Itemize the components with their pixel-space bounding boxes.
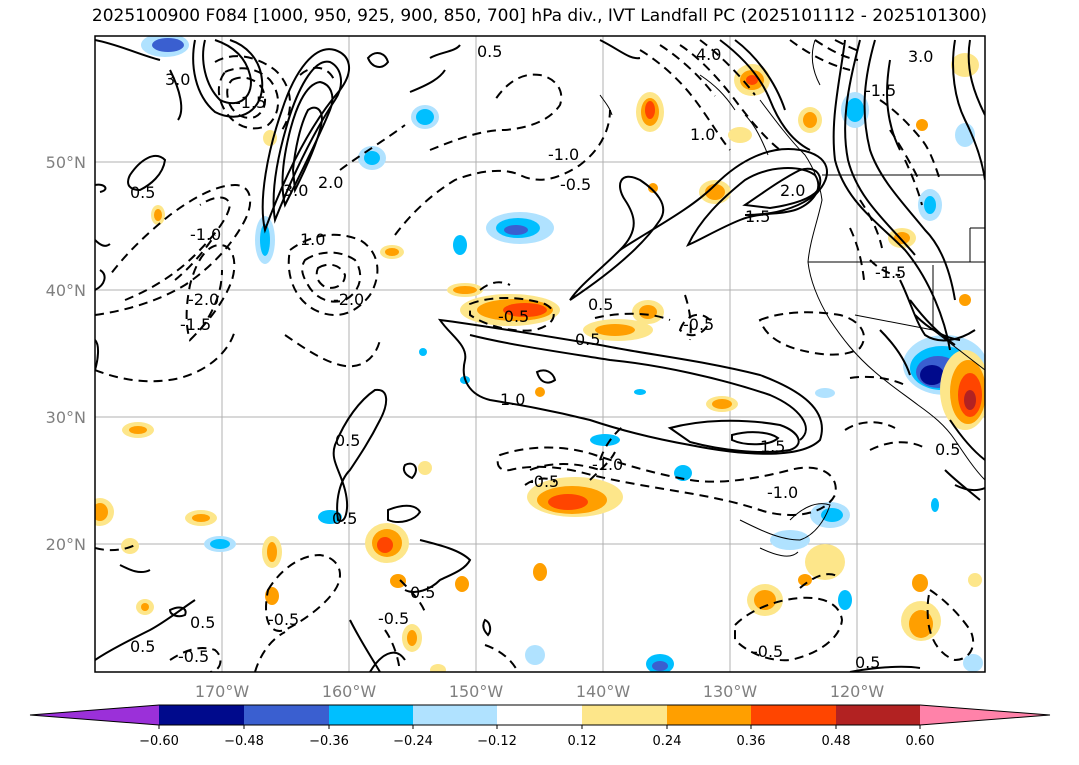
contour-label: 4.0 bbox=[696, 45, 721, 64]
contour-label: 0.5 bbox=[935, 440, 960, 459]
contour-label: 0.5 bbox=[190, 613, 215, 632]
lon-label: 140°W bbox=[576, 682, 631, 701]
colorbar-segment bbox=[582, 705, 667, 725]
contour-label: 0.5 bbox=[335, 431, 360, 450]
contour-label: 2.0 bbox=[780, 181, 805, 200]
colorbar-segment bbox=[244, 705, 329, 725]
colorbar-tick-label: −0.48 bbox=[224, 734, 264, 749]
positive-div-patches bbox=[95, 53, 985, 672]
map-title: 2025100900 F084 [1000, 950, 925, 900, 85… bbox=[91, 6, 988, 26]
contour-label: 0.5 bbox=[130, 637, 155, 656]
contour-label: -1.0 bbox=[548, 145, 579, 164]
contour-label: 2.0 bbox=[318, 173, 343, 192]
contour-label: 3.0 bbox=[165, 70, 190, 89]
latitude-labels: 50°N 40°N 30°N 20°N bbox=[46, 153, 86, 554]
contour-label: 3.0 bbox=[908, 47, 933, 66]
gridlines bbox=[95, 36, 985, 672]
colorbar-segment bbox=[667, 705, 751, 725]
colorbar-segment bbox=[751, 705, 836, 725]
colorbar-segment bbox=[159, 705, 244, 725]
contour-label: -2.0 bbox=[333, 290, 364, 309]
contour-labels: 3.0 3.0 2.0 2.0 1.5 -1.0 -1.5 -2.0 0.5 -… bbox=[130, 42, 960, 672]
contour-label: 1.5 bbox=[745, 207, 770, 226]
colorbar-tick-label: 0.48 bbox=[822, 734, 851, 749]
contour-label: -0.5 bbox=[268, 610, 299, 629]
colorbar-tick-label: −0.36 bbox=[309, 734, 349, 749]
colorbar-segment bbox=[413, 705, 497, 725]
lon-label: 120°W bbox=[830, 682, 885, 701]
contour-label: -1.5 bbox=[875, 263, 906, 282]
lon-label: 170°W bbox=[195, 682, 250, 701]
contour-label: 1.0 bbox=[300, 230, 325, 249]
colorbar-segment bbox=[497, 705, 582, 725]
contour-label: -1.5 bbox=[180, 315, 211, 334]
positive-contours bbox=[95, 39, 985, 672]
contour-label: -1.5 bbox=[235, 93, 266, 112]
colorbar-tick-label: 0.12 bbox=[568, 734, 597, 749]
contour-label: -1.0 bbox=[190, 225, 221, 244]
lon-label: 160°W bbox=[322, 682, 377, 701]
longitude-labels: 170°W 160°W 150°W 140°W 130°W 120°W bbox=[195, 682, 885, 701]
contour-label: 0.5 bbox=[588, 295, 613, 314]
colorbar-tick-label: −0.12 bbox=[477, 734, 517, 749]
colorbar-tick-label: 0.24 bbox=[653, 734, 682, 749]
contour-label: 1.5 bbox=[760, 437, 785, 456]
colorbar-segment bbox=[329, 705, 413, 725]
contour-label: -0.5 bbox=[560, 175, 591, 194]
contour-label: 0.5 bbox=[855, 653, 880, 672]
contour-label: -0.5 bbox=[752, 642, 783, 661]
lon-label: 150°W bbox=[449, 682, 504, 701]
contour-label: 1.0 bbox=[690, 125, 715, 144]
colorbar-segment bbox=[836, 705, 920, 725]
negative-contours bbox=[95, 39, 975, 672]
contour-label: 1.0 bbox=[500, 390, 525, 409]
contour-label: 0.5 bbox=[477, 42, 502, 61]
contour-label: -1.5 bbox=[865, 81, 896, 100]
lat-label: 30°N bbox=[46, 408, 86, 427]
map-frame bbox=[94, 35, 986, 673]
coastline bbox=[599, 39, 985, 557]
contour-label: 0.5 bbox=[410, 583, 435, 602]
contour-label: -1.0 bbox=[767, 483, 798, 502]
lon-label: 130°W bbox=[703, 682, 758, 701]
colorbar-tick-label: −0.24 bbox=[393, 734, 433, 749]
contour-label: -0.5 bbox=[683, 315, 714, 334]
contour-label: 0.5 bbox=[332, 509, 357, 528]
contour-label: 3.0 bbox=[283, 181, 308, 200]
colorbar-tick-label: −0.60 bbox=[139, 734, 179, 749]
contour-label: 0.5 bbox=[575, 330, 600, 349]
colorbar-tick-label: 0.60 bbox=[906, 734, 935, 749]
contour-label: -0.5 bbox=[498, 307, 529, 326]
contour-label: -1.0 bbox=[592, 455, 623, 474]
contour-label: 0.5 bbox=[130, 183, 155, 202]
lat-label: 50°N bbox=[46, 153, 86, 172]
lat-label: 20°N bbox=[46, 535, 86, 554]
colorbar-tick-label: 0.36 bbox=[737, 734, 766, 749]
contour-label: -0.5 bbox=[378, 609, 409, 628]
colorbar-max-extend bbox=[920, 705, 1050, 725]
contour-label: -0.5 bbox=[528, 472, 559, 491]
colorbar-min-extend bbox=[30, 705, 159, 725]
colorbar: −0.60 −0.48 −0.36 −0.24 −0.12 0.12 0.24 … bbox=[29, 704, 1051, 749]
lat-label: 40°N bbox=[46, 281, 86, 300]
contour-label: -0.5 bbox=[178, 647, 209, 666]
contour-label: -2.0 bbox=[188, 290, 219, 309]
